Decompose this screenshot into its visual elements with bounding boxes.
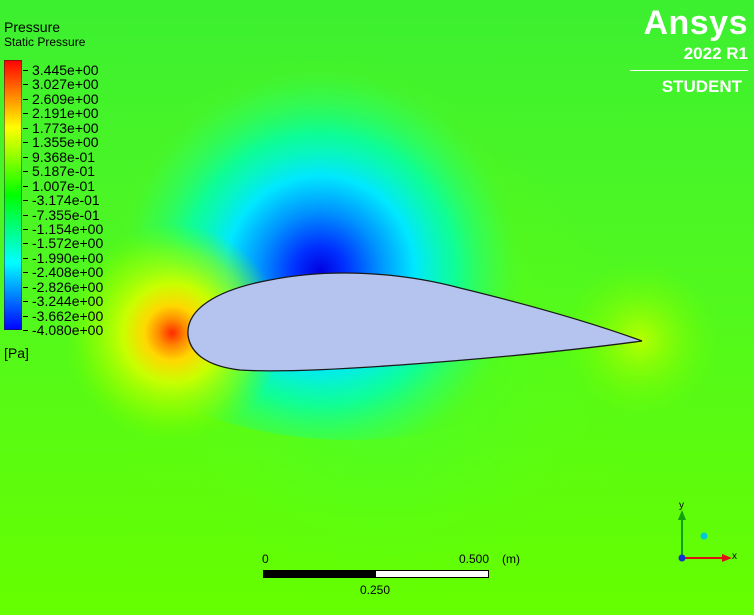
- legend-level-label: -3.244e+00: [32, 293, 104, 310]
- legend-tick: [23, 113, 28, 115]
- airfoil: [187, 272, 643, 372]
- legend-tick: [23, 142, 28, 144]
- legend-level-label: 3.445e+00: [32, 62, 99, 78]
- legend-level-label: 9.368e-01: [32, 148, 96, 165]
- legend-tick: [23, 156, 28, 158]
- scale-unit-label: (m): [502, 552, 520, 566]
- legend-colorbar: [4, 60, 22, 330]
- legend-level-label: -1.154e+00: [32, 220, 104, 237]
- legend-level-label: 1.355e+00: [32, 134, 99, 151]
- scale-bar-fill: [264, 571, 376, 577]
- brand-version: 2022 R1: [683, 44, 748, 63]
- legend-tick: [23, 228, 28, 230]
- legend-unit: [Pa]: [4, 345, 29, 361]
- legend-level-label: 5.187e-01: [32, 163, 96, 180]
- legend-level-label: 1.007e-01: [32, 177, 96, 194]
- legend-tick: [23, 243, 28, 245]
- legend-tick: [23, 98, 28, 100]
- legend-tick: [23, 200, 28, 202]
- brand-divider: [630, 70, 748, 71]
- brand-edition: STUDENT: [661, 77, 742, 96]
- legend-tick: [23, 84, 28, 86]
- legend-level-label: 1.773e+00: [32, 119, 99, 136]
- axis-triad[interactable]: y x: [666, 498, 746, 568]
- legend-level-label: -7.355e-01: [32, 206, 100, 223]
- legend-tick: [23, 272, 28, 274]
- brand-block: Ansys 2022 R1 STUDENT: [630, 4, 748, 97]
- scale-start-label: 0: [262, 552, 269, 566]
- legend-level-label: -1.572e+00: [32, 235, 104, 252]
- legend-tick: [23, 301, 28, 303]
- scale-bar: 0 0.500 (m) 0.250: [262, 552, 562, 602]
- legend-level-label: -3.174e-01: [32, 192, 100, 209]
- legend-tick: [23, 185, 28, 187]
- legend-level-label: 2.609e+00: [32, 90, 99, 107]
- legend-level-label: -1.990e+00: [32, 249, 104, 266]
- legend-tick: [23, 286, 28, 288]
- scale-end-label: 0.500: [459, 552, 490, 566]
- brand-logo: Ansys: [643, 4, 748, 42]
- legend-tick: [23, 214, 28, 216]
- legend-tick: [23, 127, 28, 129]
- scale-mid-label: 0.250: [360, 583, 391, 597]
- scale-bar-track: [263, 570, 489, 578]
- legend-level-label: -4.080e+00: [32, 322, 104, 339]
- legend-level-label: 3.027e+00: [32, 76, 99, 93]
- legend-tick: [23, 70, 28, 71]
- legend-subtitle: Static Pressure: [4, 35, 86, 49]
- legend-tick: [23, 171, 28, 173]
- legend-tick: [23, 257, 28, 259]
- legend-level-label: 2.191e+00: [32, 105, 99, 122]
- legend-level-label: -2.826e+00: [32, 278, 104, 295]
- legend-level-label: -2.408e+00: [32, 264, 104, 281]
- triad-x-label: x: [732, 551, 737, 562]
- axis-triad-graphic: [678, 510, 732, 562]
- legend-title: Pressure: [4, 19, 61, 35]
- legend-tick: [23, 330, 28, 332]
- legend-tick: [23, 315, 28, 317]
- triad-y-label: y: [679, 500, 684, 511]
- legend-level-label: -3.662e+00: [32, 307, 104, 324]
